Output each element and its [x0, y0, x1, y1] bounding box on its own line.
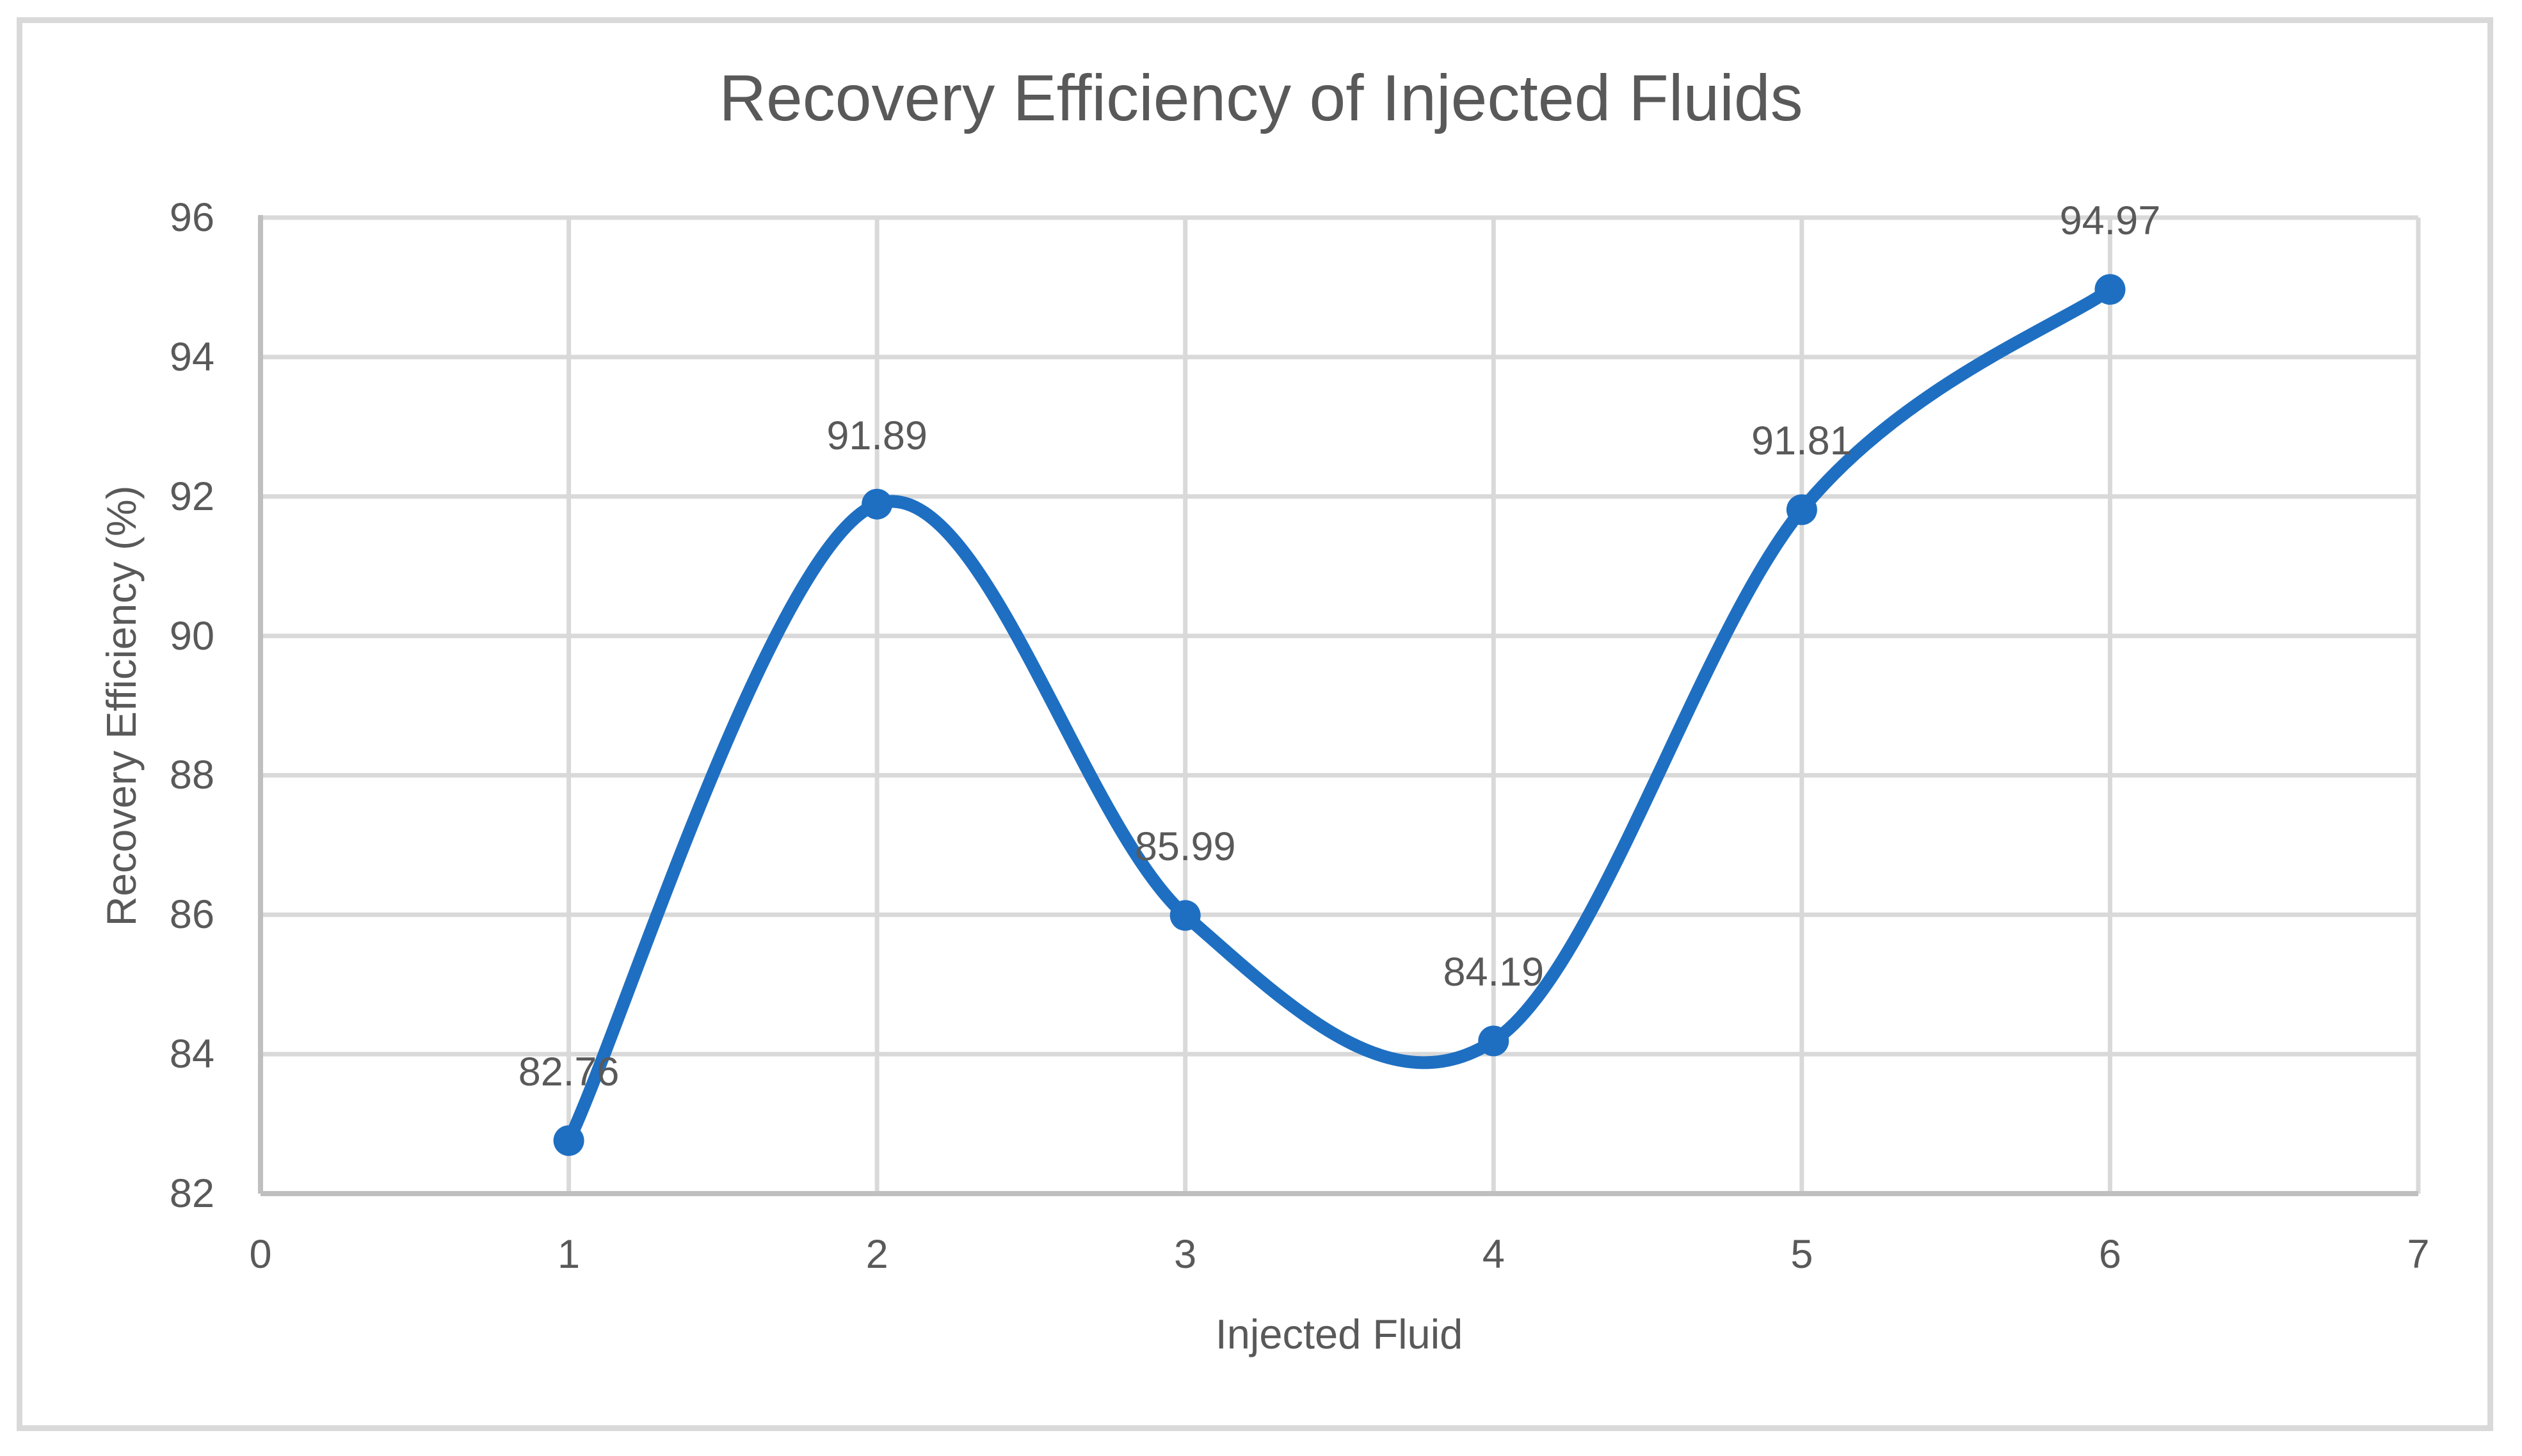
data-label-6: 94.97 [2059, 198, 2161, 244]
y-axis-title: Recovery Efficiency (%) [98, 485, 145, 927]
horizontal-gridlines [261, 215, 2418, 1057]
data-point-marker-2 [862, 488, 893, 520]
y-tick-label-90: 90 [169, 613, 214, 659]
y-tick-label-82: 82 [169, 1171, 214, 1216]
chart-border [17, 17, 2493, 1431]
data-point-marker-1 [553, 1125, 584, 1156]
x-tick-label-3: 3 [1174, 1232, 1197, 1277]
data-point-marker-3 [1169, 900, 1201, 931]
x-tick-label-6: 6 [2098, 1232, 2121, 1277]
chart-title: Recovery Efficiency of Injected Fluids [719, 61, 1803, 134]
data-label-3: 85.99 [1134, 824, 1236, 870]
data-label-1: 82.76 [518, 1050, 620, 1095]
series-line [562, 283, 2117, 1148]
data-point-marker-4 [1478, 1025, 1509, 1057]
x-tick-label-7: 7 [2407, 1232, 2430, 1277]
x-tick-label-2: 2 [865, 1232, 888, 1277]
y-tick-label-88: 88 [169, 753, 214, 798]
data-point-marker-5 [1786, 494, 1817, 525]
data-point-marker-6 [2094, 274, 2126, 305]
x-tick-label-0: 0 [249, 1232, 272, 1277]
y-tick-label-92: 92 [169, 474, 214, 519]
data-label-5: 91.81 [1751, 419, 1852, 464]
y-tick-label-94: 94 [169, 334, 214, 380]
y-tick-label-86: 86 [169, 892, 214, 938]
series-markers [553, 274, 2126, 1156]
x-tick-label-5: 5 [1790, 1232, 1813, 1277]
data-label-4: 84.19 [1443, 950, 1545, 995]
y-tick-label-84: 84 [169, 1032, 214, 1077]
x-axis-title: Injected Fluid [1215, 1311, 1463, 1357]
vertical-gridlines [566, 218, 2421, 1194]
y-tick-label-96: 96 [169, 195, 214, 240]
x-tick-label-4: 4 [1482, 1232, 1505, 1277]
data-label-2: 91.89 [826, 413, 928, 458]
x-tick-label-1: 1 [558, 1232, 581, 1277]
